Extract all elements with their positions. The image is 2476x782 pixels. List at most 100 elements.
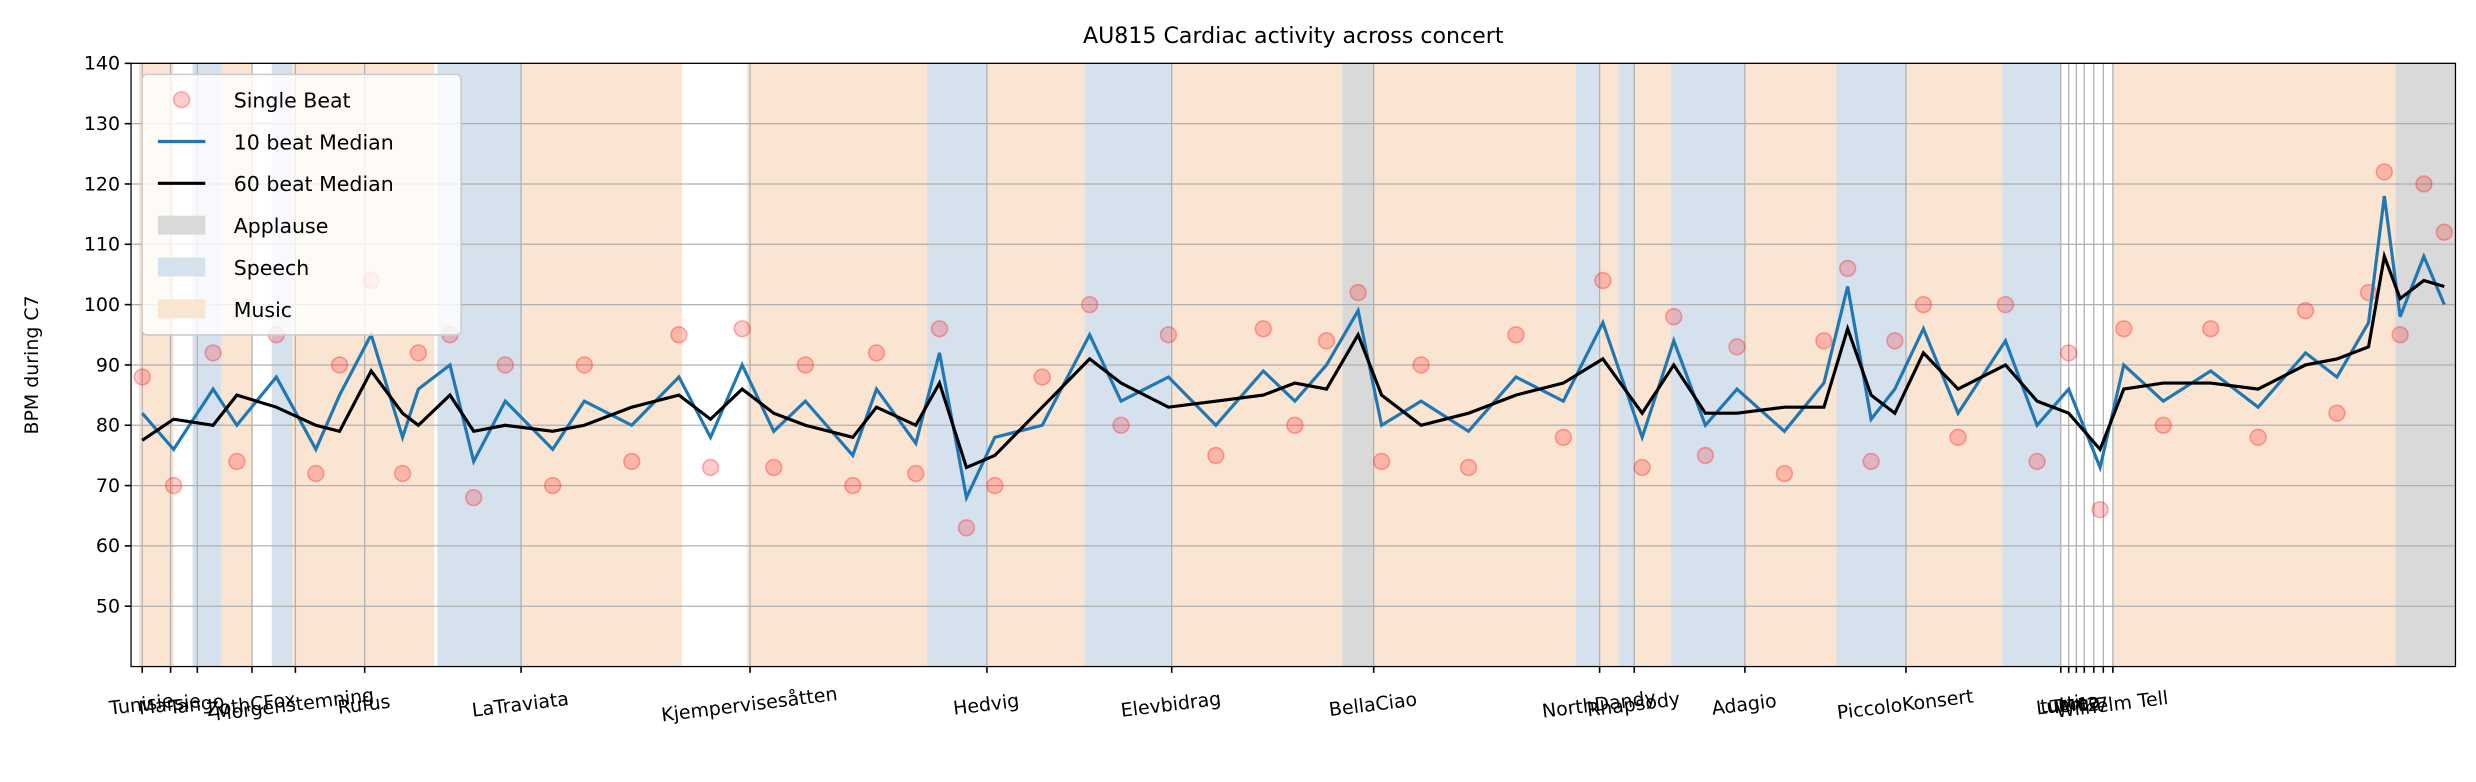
beat-point [1033,368,1051,386]
beat-point [1254,320,1272,338]
x-tick-label: 1 [2076,693,2091,716]
beat-point [204,344,222,362]
beat-point [1459,458,1478,477]
beat-point [228,452,246,471]
beat-point [1949,428,1967,447]
y-tick-label: 140 [84,53,120,75]
beat-point [2060,344,2078,362]
beat-point [1914,295,1933,314]
beat-point [1349,283,1367,302]
beat-point [1775,464,1794,483]
beat-point [1286,416,1304,434]
beat-point [796,356,815,374]
plot-frame [130,62,2457,668]
beat-point [1838,259,1857,278]
beat-point [2202,320,2220,338]
legend-label: Music [234,298,292,322]
beat-point [986,476,1004,495]
beat-point [930,320,949,338]
beat-point [496,356,514,374]
x-tick-label: 7 [2095,693,2110,716]
y-axis-label: BPM during C7 [21,295,43,434]
legend-marker [157,299,206,319]
beat-point [765,458,783,477]
beat-point [2435,223,2453,241]
beat-point [623,452,641,471]
median-line [141,250,2445,470]
beat-point [1728,338,1746,356]
x-tick-label: Elevbidrag [1120,688,1223,722]
chart-title: AU815 Cardiac activity across concert [1083,23,1504,49]
x-tick-label: 2 [2086,693,2101,716]
beat-point [1159,326,1178,344]
beat-point [2091,501,2109,519]
y-tick-label: 80 [96,415,120,437]
beat-point [575,356,594,374]
beat-point [957,519,976,537]
beat-point [330,356,349,374]
y-tick-label: 130 [84,113,120,135]
y-tick-label: 120 [84,173,120,195]
x-tick-label: tutti [2039,691,2081,718]
beat-point [2296,301,2315,320]
beat-point [464,488,483,507]
legend-label: Single Beat [234,89,351,113]
beat-point [1080,295,1099,314]
beat-point [2375,163,2394,181]
beat-point [2154,416,2172,434]
beat-point [1696,446,1715,465]
legend-marker [172,90,191,109]
legend: Single Beat 10 beat Median 60 beat Median A… [141,73,462,336]
median-line [141,195,2446,503]
beat-point [1412,356,1430,374]
beat-point [2115,320,2133,338]
beat-point [164,476,183,495]
beat-point [1507,326,1525,344]
beat-point [2415,175,2433,193]
legend-box [141,73,462,336]
y-tick-label: 90 [96,354,120,376]
beat-point [2391,326,2409,344]
beat-point [2249,428,2267,447]
x-tick-label: Adagio [1711,690,1778,720]
legend-label: Applause [234,214,329,238]
beat-point [1207,446,1225,465]
beat-point [409,344,428,362]
x-tick-label: PiccoloKonsert [1836,686,1975,725]
legend-label: Speech [234,256,310,280]
x-tick-label: LaTraviata [471,688,570,722]
beat-point [1665,308,1683,326]
beat-point [2028,452,2046,471]
legend-label: 60 beat Median [234,172,394,196]
y-tick-label: 100 [84,294,120,316]
legend-marker [157,257,206,277]
beat-point [307,464,325,483]
beat-point [733,320,751,338]
legend-label: 10 beat Median [234,130,394,154]
beat-point [133,368,151,386]
x-tick-label: Hedvig [952,690,1021,720]
y-tick-label: 70 [96,475,120,497]
beat-point [1594,271,1612,290]
x-tick-label: BellaCiao [1328,689,1418,722]
y-tick-label: 110 [84,234,120,256]
beat-point [2328,404,2346,422]
beat-point [1886,332,1904,350]
beat-point [907,464,925,483]
beat-point [1862,452,1880,471]
beat-point [1554,428,1573,447]
beat-point [1815,332,1833,350]
y-tick-label: 50 [96,596,120,618]
beat-point [670,326,688,344]
beat-point [867,344,886,362]
beat-point [1372,452,1391,471]
beat-point [844,476,862,495]
beat-point [1317,332,1336,350]
x-tick-label: Kjempervisesåtten [660,682,839,726]
beat-point [1996,295,2015,314]
beat-point [1633,458,1651,477]
beat-point [701,458,720,477]
legend-marker [157,215,206,235]
